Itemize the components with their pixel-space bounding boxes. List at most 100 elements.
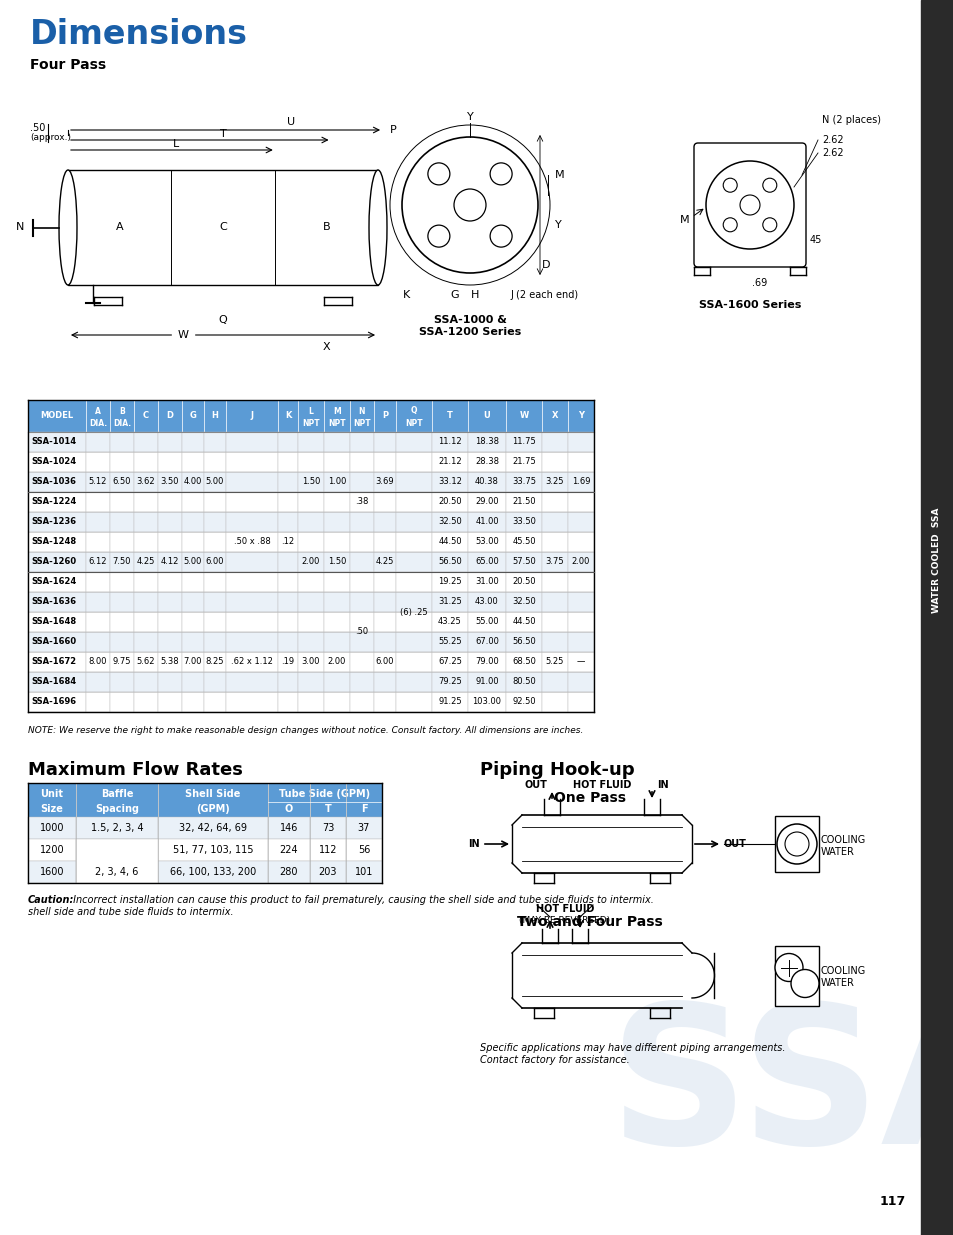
Bar: [277, 400, 297, 432]
Text: SSA-1660: SSA-1660: [30, 637, 76, 646]
Text: O: O: [285, 804, 293, 814]
Text: 5.38: 5.38: [160, 657, 179, 667]
Text: 53.00: 53.00: [475, 537, 498, 547]
Bar: [432, 613, 468, 632]
Bar: [468, 400, 505, 432]
Text: H: H: [471, 290, 478, 300]
Bar: [76, 839, 158, 883]
Bar: [182, 592, 204, 613]
Bar: [158, 572, 182, 592]
Text: Piping Hook-up: Piping Hook-up: [479, 761, 634, 779]
Text: L: L: [173, 140, 179, 149]
Bar: [374, 452, 395, 472]
Text: Tube Side (GPM): Tube Side (GPM): [279, 789, 370, 799]
Bar: [28, 861, 76, 883]
Text: G: G: [450, 290, 458, 300]
Text: 80.50: 80.50: [512, 678, 536, 687]
Bar: [505, 613, 541, 632]
Bar: [541, 572, 567, 592]
Bar: [182, 513, 204, 532]
Text: 1.50: 1.50: [301, 478, 320, 487]
Bar: [277, 492, 297, 513]
Bar: [110, 400, 133, 432]
Text: Two and Four Pass: Two and Four Pass: [517, 915, 662, 929]
Bar: [133, 572, 158, 592]
Text: W: W: [518, 411, 528, 420]
Text: 56: 56: [357, 845, 370, 855]
Text: 3.75: 3.75: [545, 557, 564, 567]
Bar: [310, 818, 346, 839]
Bar: [226, 652, 277, 672]
Bar: [324, 432, 350, 452]
Text: 3.00: 3.00: [301, 657, 320, 667]
Bar: [297, 652, 324, 672]
Bar: [158, 632, 182, 652]
Bar: [158, 532, 182, 552]
Bar: [468, 672, 505, 692]
Bar: [774, 816, 818, 872]
Bar: [204, 652, 226, 672]
Text: 5.12: 5.12: [89, 478, 107, 487]
Bar: [28, 613, 86, 632]
Text: 8.25: 8.25: [206, 657, 224, 667]
Bar: [350, 652, 374, 672]
Bar: [395, 692, 432, 713]
Bar: [468, 472, 505, 492]
Text: B: B: [322, 222, 330, 232]
Bar: [182, 492, 204, 513]
Bar: [350, 400, 374, 432]
Text: 41.00: 41.00: [475, 517, 498, 526]
Text: Unit: Unit: [40, 789, 64, 799]
Bar: [432, 400, 468, 432]
Bar: [158, 652, 182, 672]
Bar: [28, 839, 76, 861]
Text: SSA-1200 Series: SSA-1200 Series: [418, 327, 520, 337]
Bar: [395, 552, 432, 572]
Text: 21.75: 21.75: [512, 457, 536, 467]
Bar: [110, 572, 133, 592]
Bar: [133, 672, 158, 692]
Bar: [68, 170, 377, 285]
Text: Four Pass: Four Pass: [30, 58, 106, 72]
Bar: [468, 632, 505, 652]
Bar: [204, 632, 226, 652]
Bar: [133, 692, 158, 713]
Text: J (2 each end): J (2 each end): [510, 290, 578, 300]
Bar: [505, 632, 541, 652]
Text: L: L: [308, 406, 314, 415]
Bar: [110, 472, 133, 492]
Bar: [226, 632, 277, 652]
Text: SSA-1000 &: SSA-1000 &: [433, 315, 506, 325]
Text: (MAY BE REVERSED): (MAY BE REVERSED): [518, 916, 610, 925]
Text: SSA-1636: SSA-1636: [30, 598, 76, 606]
Bar: [297, 400, 324, 432]
Text: M: M: [679, 215, 689, 225]
Bar: [277, 592, 297, 613]
Bar: [324, 452, 350, 472]
Text: 103.00: 103.00: [472, 698, 501, 706]
Bar: [297, 552, 324, 572]
Circle shape: [790, 969, 818, 998]
Text: 31.00: 31.00: [475, 578, 498, 587]
Bar: [277, 652, 297, 672]
Bar: [567, 652, 594, 672]
Text: 92.50: 92.50: [512, 698, 536, 706]
Text: WATER: WATER: [821, 978, 854, 988]
Bar: [158, 861, 268, 883]
Bar: [226, 432, 277, 452]
Text: .62 x 1.12: .62 x 1.12: [231, 657, 273, 667]
Bar: [226, 472, 277, 492]
Bar: [324, 692, 350, 713]
Bar: [204, 513, 226, 532]
Bar: [182, 432, 204, 452]
Bar: [567, 513, 594, 532]
Text: F: F: [360, 804, 367, 814]
Bar: [86, 652, 110, 672]
Bar: [133, 552, 158, 572]
Bar: [110, 552, 133, 572]
Bar: [182, 672, 204, 692]
Text: 11.12: 11.12: [437, 437, 461, 447]
Text: K: K: [403, 290, 410, 300]
Bar: [297, 592, 324, 613]
Text: Y: Y: [466, 112, 473, 122]
